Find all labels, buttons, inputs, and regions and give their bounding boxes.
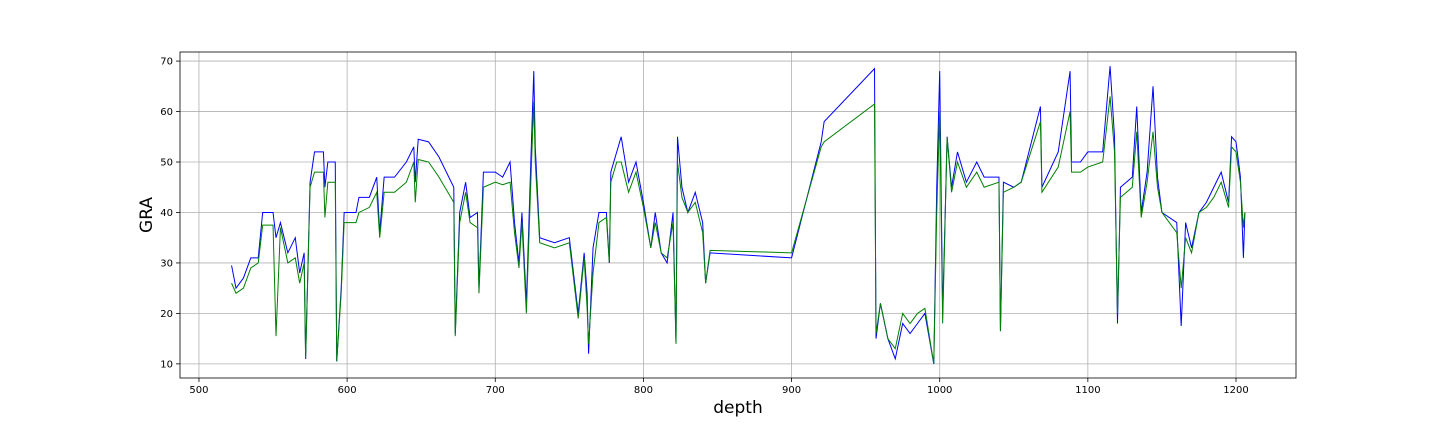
y-tick-label: 30 <box>160 258 173 269</box>
x-tick-label: 500 <box>189 385 208 396</box>
x-tick-label: 1100 <box>1075 385 1100 396</box>
y-tick-label: 50 <box>160 158 173 169</box>
x-tick-label: 800 <box>634 385 653 396</box>
x-tick-label: 1000 <box>927 385 952 396</box>
data-line <box>231 66 1246 364</box>
x-tick-label: 1200 <box>1223 385 1248 396</box>
x-tick-label: 600 <box>338 385 357 396</box>
plot-frame <box>179 51 1297 379</box>
y-axis-label: GRA <box>137 197 157 233</box>
y-tick-label: 20 <box>160 309 173 320</box>
x-tick-label: 900 <box>782 385 801 396</box>
y-tick-label: 10 <box>160 359 173 370</box>
y-tick-label: 70 <box>160 57 173 68</box>
data-line <box>231 96 1246 364</box>
y-tick-label: 60 <box>160 107 173 118</box>
x-axis-label: depth <box>713 398 762 418</box>
y-tick-label: 40 <box>160 208 173 219</box>
x-tick-label: 700 <box>486 385 505 396</box>
